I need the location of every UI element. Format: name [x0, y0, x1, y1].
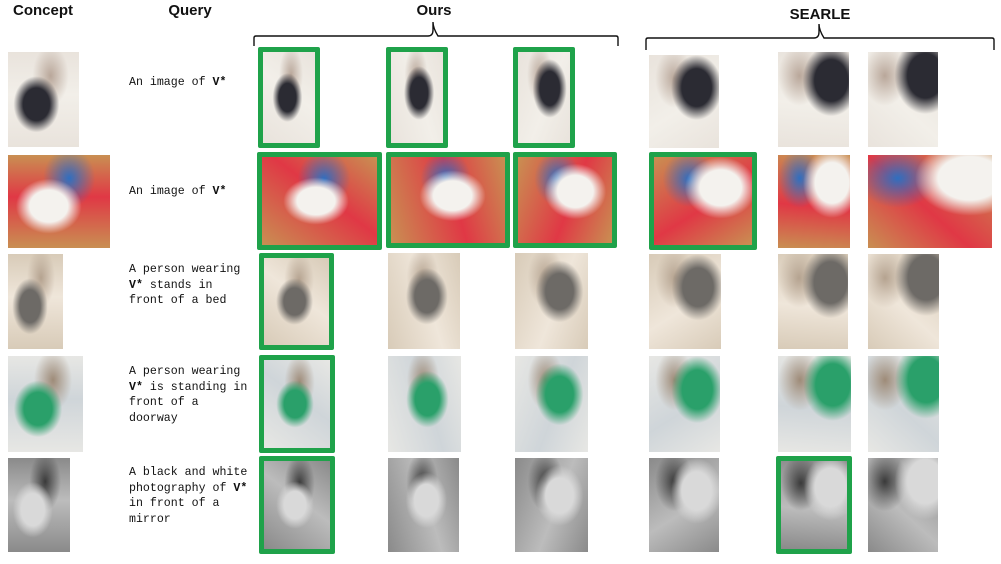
ours-result-image [388, 356, 461, 452]
ours-result-image [513, 152, 617, 248]
concept-image [8, 155, 110, 248]
searle-result-image [868, 254, 939, 349]
header-concept: Concept [8, 2, 78, 19]
query-text: A person wearing V* is standing in front… [129, 364, 251, 426]
concept-token: V* [129, 279, 143, 292]
ours-result-image [386, 152, 510, 248]
concept-token: V* [213, 185, 227, 198]
searle-result-image [778, 52, 849, 147]
ours-result-image [515, 458, 588, 552]
ours-result-image [388, 458, 459, 552]
query-text: An image of V* [129, 184, 251, 200]
searle-result-image [649, 254, 721, 349]
ours-brace [252, 16, 622, 46]
concept-token: V* [129, 381, 143, 394]
concept-image [8, 254, 63, 349]
searle-result-image [778, 155, 850, 248]
ours-result-image [386, 47, 448, 148]
query-prefix: A person wearing [129, 365, 240, 378]
concept-token: V* [213, 76, 227, 89]
query-prefix: A black and white photography of [129, 466, 247, 495]
searle-result-image [776, 456, 852, 554]
concept-token: V* [233, 482, 247, 495]
ours-result-image [258, 47, 320, 148]
query-prefix: An image of [129, 185, 213, 198]
searle-result-image [868, 52, 938, 147]
ours-result-image [513, 47, 575, 148]
concept-image [8, 52, 79, 147]
ours-result-image [515, 356, 588, 452]
header-query: Query [155, 2, 225, 19]
searle-result-image [868, 458, 938, 552]
searle-result-image [868, 356, 939, 452]
searle-result-image [649, 356, 720, 452]
concept-image [8, 458, 70, 552]
searle-result-image [649, 152, 757, 250]
ours-result-image [259, 355, 335, 453]
searle-result-image [649, 55, 719, 148]
searle-result-image [868, 155, 992, 248]
query-prefix: An image of [129, 76, 213, 89]
searle-result-image [649, 458, 719, 552]
query-suffix: in front of a mirror [129, 497, 219, 526]
searle-result-image [778, 356, 851, 452]
query-suffix: stands in front of a bed [129, 279, 226, 308]
searle-brace [644, 20, 998, 50]
ours-result-image [515, 253, 588, 349]
query-text: An image of V* [129, 75, 251, 91]
concept-image [8, 356, 83, 452]
query-text: A black and white photography of V* in f… [129, 465, 251, 527]
searle-result-image [778, 254, 848, 349]
ours-result-image [259, 253, 334, 350]
query-suffix: is standing in front of a doorway [129, 381, 247, 425]
ours-result-image [259, 456, 335, 554]
query-prefix: A person wearing [129, 263, 240, 276]
ours-result-image [388, 253, 460, 349]
query-text: A person wearing V* stands in front of a… [129, 262, 251, 309]
ours-result-image [257, 152, 382, 250]
